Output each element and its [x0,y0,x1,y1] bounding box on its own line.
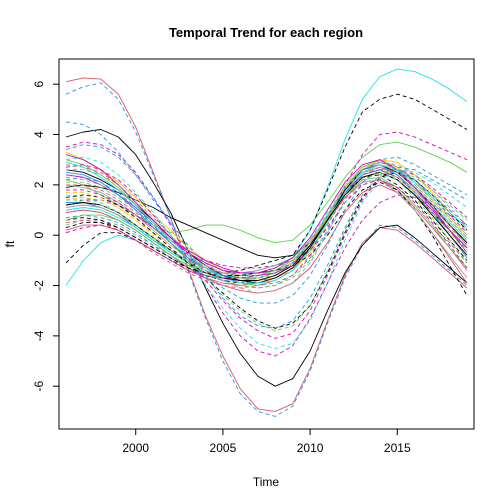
series-line-1 [65,77,468,412]
series-line-34 [65,156,468,349]
plot-frame [58,58,475,430]
series-line-30 [65,171,468,329]
y-tick-label: 0 [32,232,46,239]
series-line-29 [65,144,468,329]
series-line-10 [65,121,468,286]
y-tick-label: 2 [32,181,46,188]
series-line-36 [65,164,468,279]
series-line-37 [65,179,468,279]
y-tick-label: -6 [32,381,46,392]
series-line-25 [65,164,468,284]
x-axis-label: Time [253,475,280,489]
x-tick-label: 2010 [297,441,324,455]
series-line-11 [65,151,468,281]
series-line-38 [65,154,468,274]
y-tick-label: -4 [32,330,46,341]
series-line-45 [65,169,468,304]
series-line-7 [65,68,468,286]
series-line-35 [65,181,468,296]
series-line-23 [66,161,468,276]
y-tick-label: 6 [32,81,46,88]
series-line-2 [65,82,468,417]
series-line-21 [65,164,468,279]
x-tick-label: 2005 [210,441,237,455]
series-line-31 [66,169,468,332]
series-line-32 [65,164,468,339]
series-line-3 [65,129,468,387]
series-line-40 [66,166,468,281]
series-line-46 [66,171,468,289]
series-line-39 [65,176,468,279]
y-axis: -6 -4 -2 0 2 4 6 [32,81,59,392]
series-layer [65,68,468,417]
chart-title: Temporal Trend for each region [169,25,363,40]
y-tick-label: 4 [32,131,46,138]
x-tick-label: 2000 [122,441,149,455]
series-line-44 [65,179,468,279]
y-axis-label: ft [3,240,17,247]
series-line-47 [66,161,468,294]
x-axis: 2000 2005 2010 2015 [122,429,411,455]
x-tick-label: 2015 [384,441,411,455]
y-tick-label: -2 [32,280,46,291]
